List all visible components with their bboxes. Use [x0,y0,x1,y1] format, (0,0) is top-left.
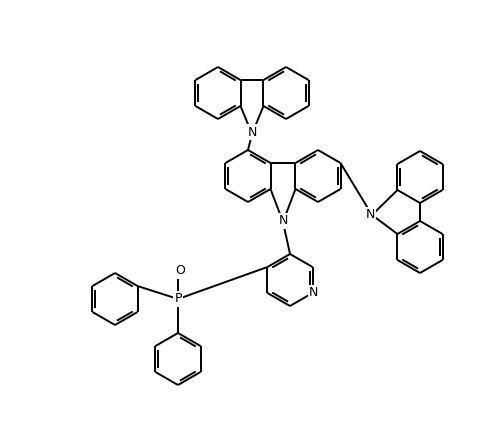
Text: N: N [365,208,374,222]
Text: P: P [174,292,182,305]
Text: N: N [278,215,288,228]
Text: O: O [175,265,185,278]
Text: N: N [309,287,318,299]
Text: N: N [247,126,257,139]
